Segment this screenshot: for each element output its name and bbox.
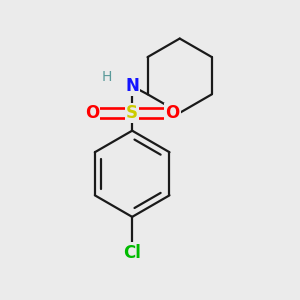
Text: S: S xyxy=(126,104,138,122)
Text: Cl: Cl xyxy=(123,244,141,262)
Text: N: N xyxy=(125,77,139,95)
Text: H: H xyxy=(102,70,112,84)
Text: O: O xyxy=(85,104,99,122)
Text: O: O xyxy=(165,104,179,122)
